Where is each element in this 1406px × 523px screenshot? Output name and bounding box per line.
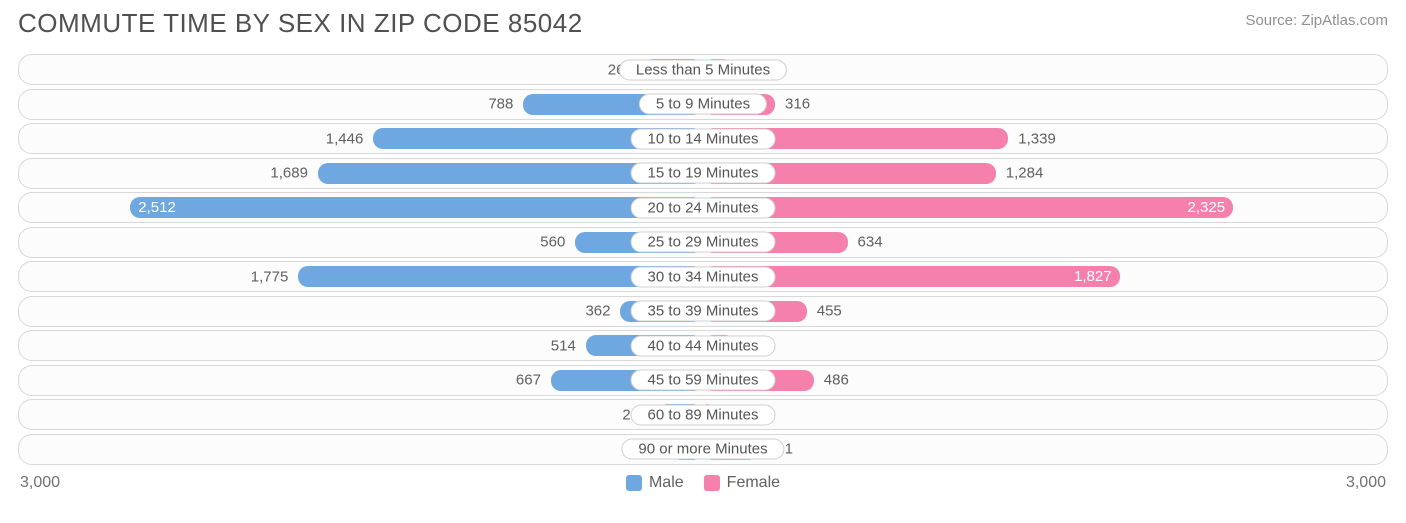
female-value: 1,339 (1008, 130, 1056, 147)
chart-row: 2,512 2,325 20 to 24 Minutes (18, 192, 1388, 223)
chart-row: 2003960 to 89 Minutes (18, 399, 1388, 430)
category-label: 15 to 19 Minutes (631, 163, 776, 184)
female-value: 634 (848, 234, 883, 251)
chart-row: 667 486 45 to 59 Minutes (18, 365, 1388, 396)
chart-row: 1,775 1,827 30 to 34 Minutes (18, 261, 1388, 292)
chart-row: 264133Less than 5 Minutes (18, 54, 1388, 85)
male-value: 560 (540, 234, 575, 251)
category-label: 25 to 29 Minutes (631, 232, 776, 253)
category-label: 20 to 24 Minutes (631, 197, 776, 218)
category-label: 10 to 14 Minutes (631, 128, 776, 149)
female-value: 486 (814, 372, 849, 389)
male-value: 1,446 (326, 130, 374, 147)
chart-row: 1,446 1,339 10 to 14 Minutes (18, 123, 1388, 154)
chart-title: COMMUTE TIME BY SEX IN ZIP CODE 85042 (18, 8, 583, 39)
male-value: 2,512 (130, 199, 184, 216)
category-label: 35 to 39 Minutes (631, 301, 776, 322)
legend-male: Male (626, 474, 684, 492)
female-swatch (704, 475, 720, 491)
category-label: 60 to 89 Minutes (631, 404, 776, 425)
axis-max-left: 3,000 (20, 474, 60, 492)
chart-row: 13924190 or more Minutes (18, 434, 1388, 465)
chart-row: 51414340 to 44 Minutes (18, 330, 1388, 361)
legend-female-label: Female (727, 474, 780, 492)
female-value: 1,284 (996, 165, 1044, 182)
category-label: 90 or more Minutes (621, 439, 784, 460)
chart-row: 560 634 25 to 29 Minutes (18, 227, 1388, 258)
legend-female: Female (704, 474, 780, 492)
legend: Male Female (626, 474, 780, 492)
chart-row: 362 455 35 to 39 Minutes (18, 296, 1388, 327)
female-value: 2,325 (1180, 199, 1234, 216)
female-bar: 2,325 (703, 197, 1233, 218)
female-value: 455 (807, 303, 842, 320)
category-label: 5 to 9 Minutes (639, 94, 767, 115)
male-value: 1,775 (251, 268, 299, 285)
chart-row: 788 316 5 to 9 Minutes (18, 89, 1388, 120)
legend-male-label: Male (649, 474, 684, 492)
male-bar: 2,512 (130, 197, 703, 218)
male-value: 667 (516, 372, 551, 389)
category-label: 45 to 59 Minutes (631, 370, 776, 391)
male-swatch (626, 475, 642, 491)
axis-max-right: 3,000 (1346, 474, 1386, 492)
chart-row: 1,689 1,284 15 to 19 Minutes (18, 158, 1388, 189)
male-value: 1,689 (270, 165, 318, 182)
commute-chart: 264133Less than 5 Minutes 788 316 5 to 9 Mi… (18, 54, 1388, 465)
category-label: Less than 5 Minutes (619, 59, 787, 80)
female-value: 316 (775, 96, 810, 113)
male-value: 514 (551, 337, 586, 354)
female-value: 1,827 (1066, 268, 1120, 285)
male-value: 788 (488, 96, 523, 113)
male-value: 362 (585, 303, 620, 320)
category-label: 40 to 44 Minutes (631, 335, 776, 356)
category-label: 30 to 34 Minutes (631, 266, 776, 287)
source-attribution: Source: ZipAtlas.com (1245, 12, 1388, 29)
